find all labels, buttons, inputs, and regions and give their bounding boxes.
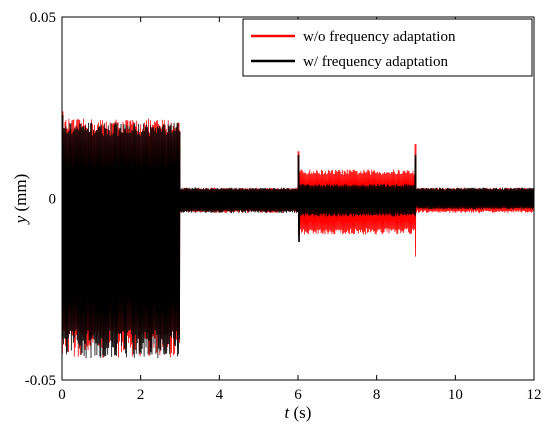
- x-tick-label: 2: [137, 387, 145, 403]
- x-tick-label: 8: [373, 387, 381, 403]
- y-tick-label: -0.05: [25, 373, 56, 389]
- y-axis-label: y (mm): [11, 174, 30, 226]
- legend: w/o frequency adaptation w/ frequency ada…: [242, 18, 533, 77]
- x-tick-label: 6: [294, 387, 302, 403]
- x-tick-label: 4: [216, 387, 224, 403]
- series-line-with-adaptation: [62, 115, 534, 359]
- legend-entry-label: w/ frequency adaptation: [303, 54, 448, 70]
- legend-box: [242, 18, 533, 77]
- legend-entry-label: w/o frequency adaptation: [303, 29, 456, 45]
- x-axis-label: t (s): [285, 403, 312, 422]
- x-tick-label: 12: [527, 387, 542, 403]
- y-tick-label: 0.05: [30, 10, 56, 26]
- series-layer: [62, 111, 534, 359]
- x-tick-label: 10: [448, 387, 463, 403]
- x-tick-label: 0: [58, 387, 66, 403]
- y-tick-label: 0: [49, 192, 57, 208]
